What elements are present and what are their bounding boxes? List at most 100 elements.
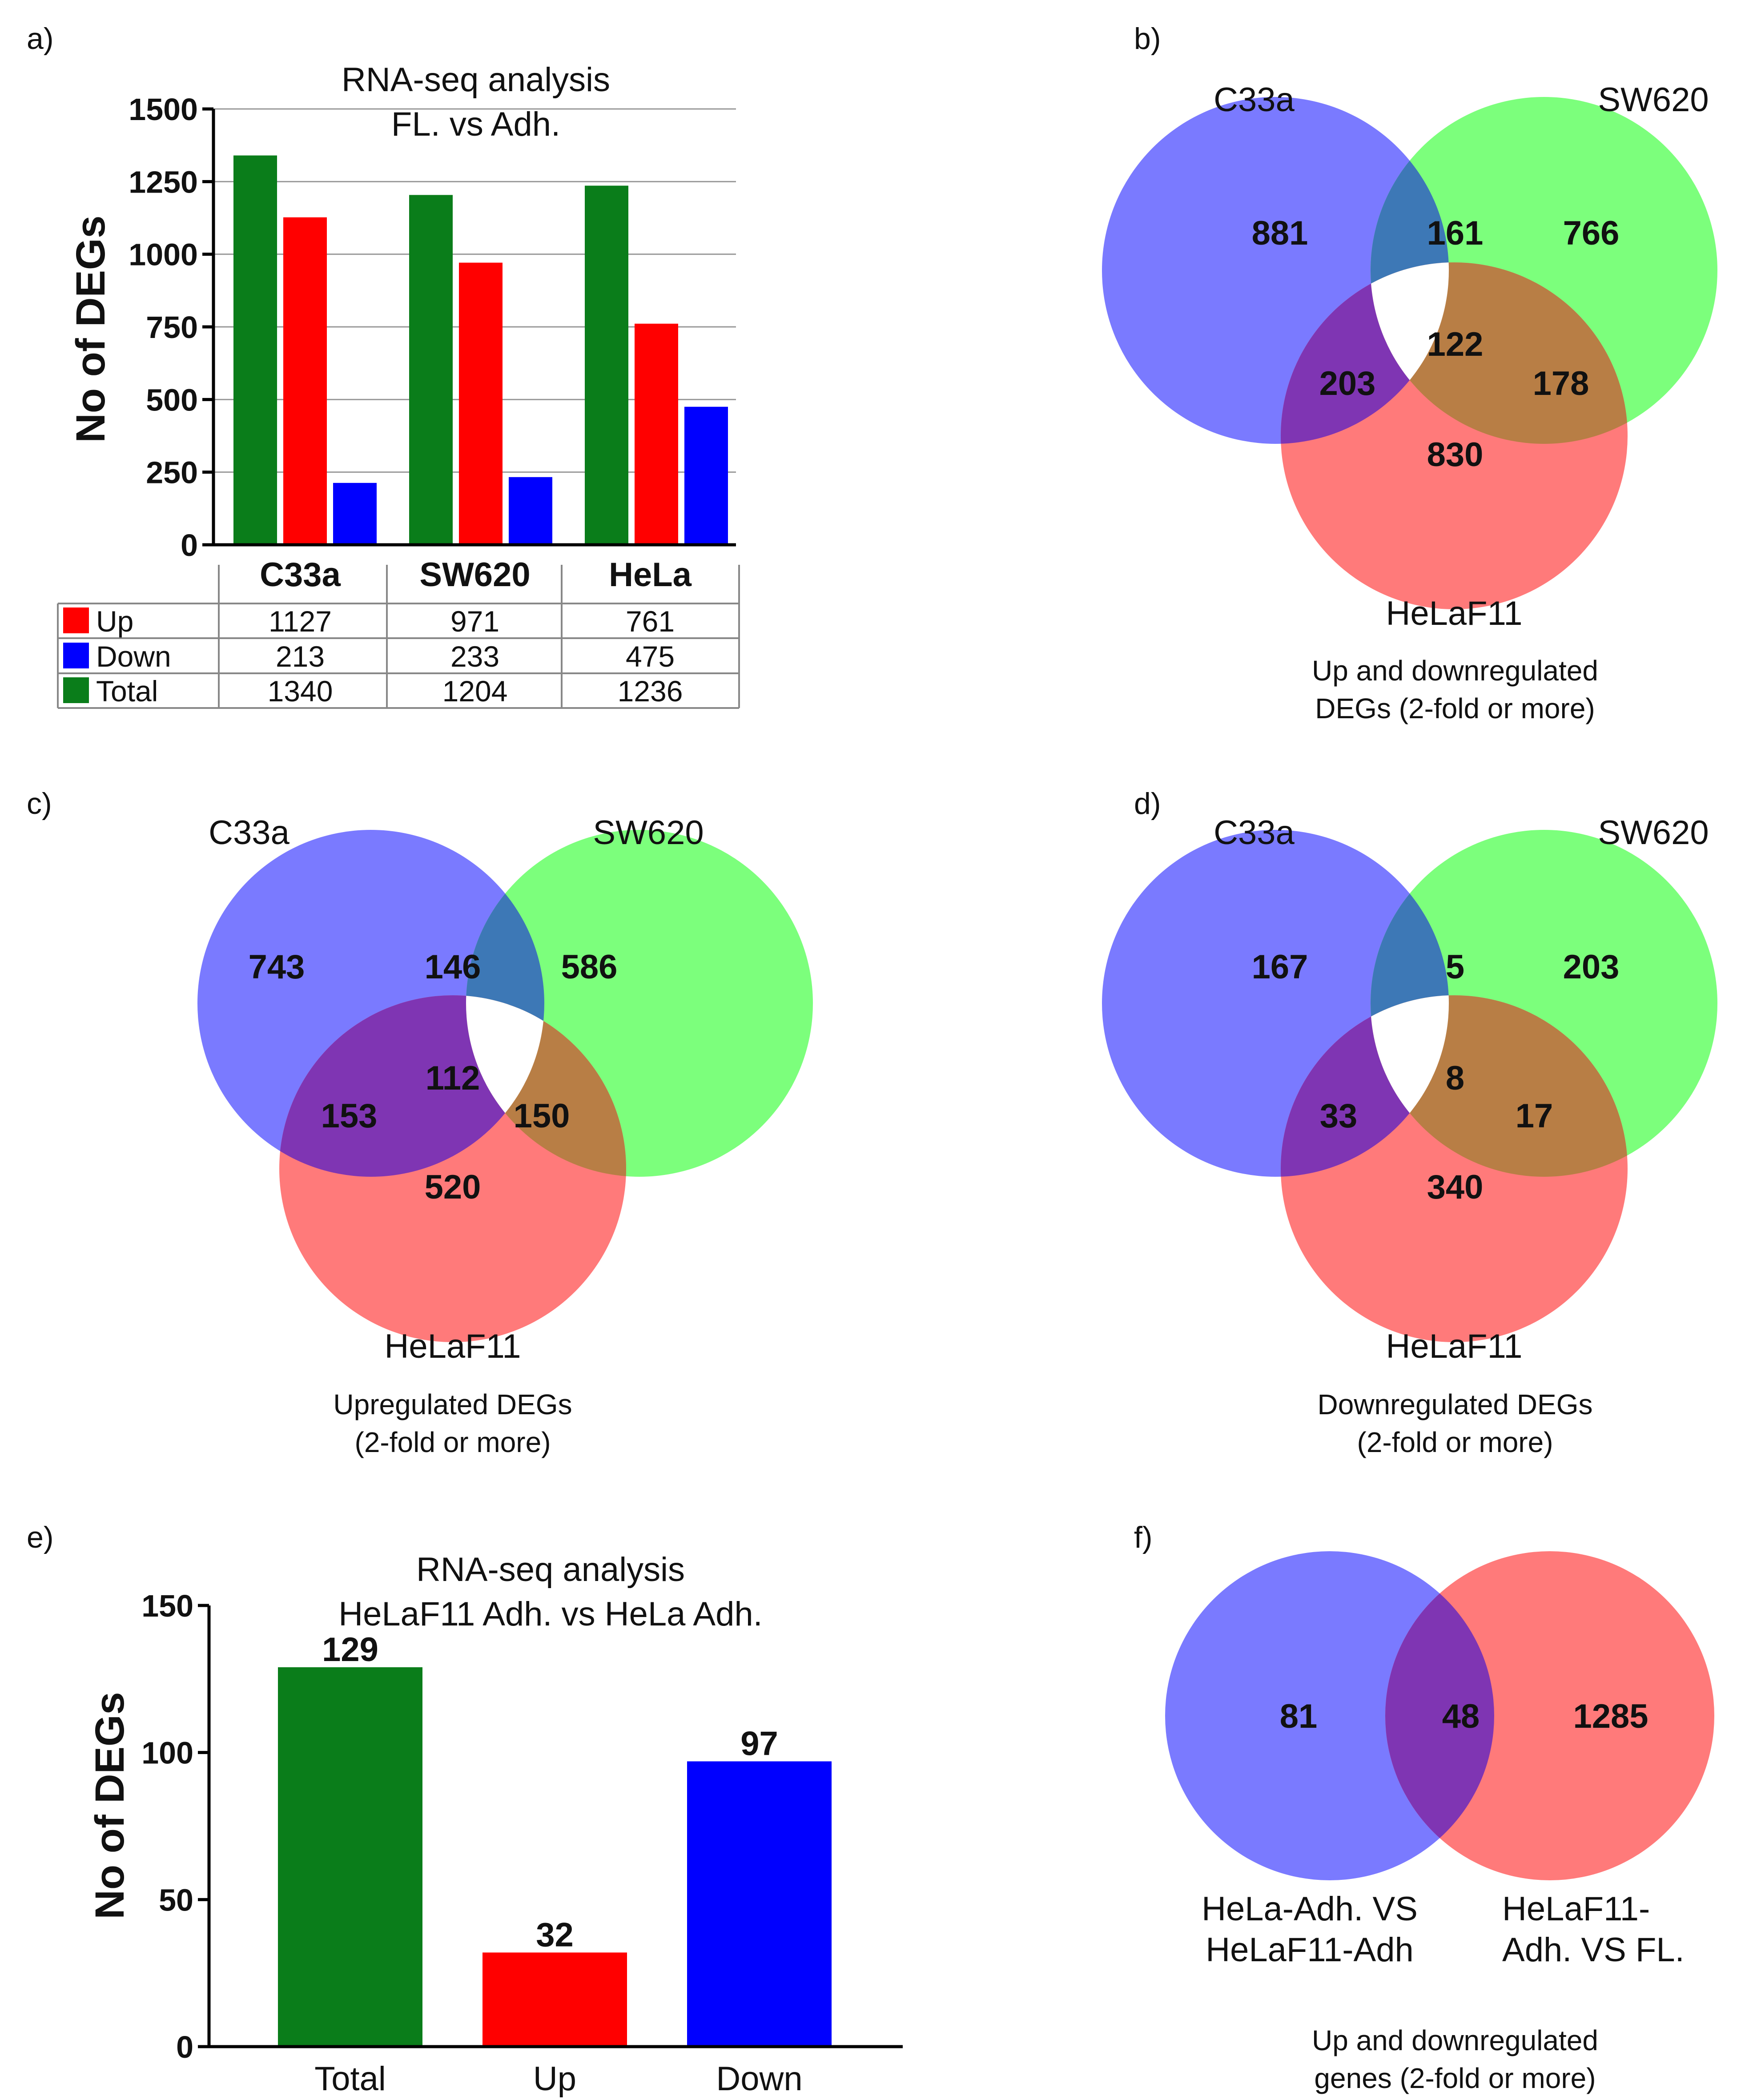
table-cell: 233 xyxy=(450,640,499,673)
x-tick-label: Total xyxy=(314,2060,386,2098)
table-row-label-down: Down xyxy=(96,640,171,673)
panel-e-bar-chart: RNA-seq analysis HeLaF11 Adh. vs HeLa Ad… xyxy=(87,1551,903,2098)
panel-d-venn: C33a SW620 HeLaF11 167 5 203 8 33 17 340… xyxy=(1102,814,1717,1458)
bar-total-sw620 xyxy=(409,195,453,545)
chart-a-bars xyxy=(233,155,728,545)
venn-f-count-a: 81 xyxy=(1280,1698,1318,1735)
chart-e-title: RNA-seq analysis xyxy=(416,1551,685,1589)
panel-d-label: d) xyxy=(1134,787,1161,821)
venn-f-caption-1: Up and downregulated xyxy=(1312,2024,1598,2056)
venn-c-label-c33a: C33a xyxy=(209,814,289,852)
venn-f-caption-2: genes (2-fold or more) xyxy=(1314,2062,1596,2094)
venn-d-caption-2: (2-fold or more) xyxy=(1357,1426,1553,1458)
panel-c-venn: C33a SW620 HeLaF11 743 146 586 112 153 1… xyxy=(197,814,813,1458)
bar-up xyxy=(482,1952,627,2047)
y-tick-label: 1500 xyxy=(129,92,198,127)
table-header-hela: HeLa xyxy=(609,556,692,594)
table-cell: 1127 xyxy=(269,605,332,638)
venn-d-label-c33a: C33a xyxy=(1214,814,1295,852)
venn-c-count-ab: 146 xyxy=(425,948,481,986)
venn-b-label-helaf11: HeLaF11 xyxy=(1386,595,1522,632)
venn-b-count-a: 881 xyxy=(1252,214,1308,252)
venn-d-count-ac: 33 xyxy=(1320,1097,1358,1135)
table-cell: 213 xyxy=(276,640,325,673)
chart-a-subtitle: FL. vs Adh. xyxy=(391,105,560,143)
venn-f-label-a-2: HeLaF11-Adh xyxy=(1206,1931,1414,1969)
bar-up-c33a xyxy=(283,217,327,545)
table-cell: 1204 xyxy=(442,675,508,708)
venn-d-count-b: 203 xyxy=(1563,948,1620,986)
bar-total-hela xyxy=(585,185,628,545)
venn-b-caption-2: DEGs (2-fold or more) xyxy=(1315,692,1595,724)
venn-f-label-a-1: HeLa-Adh. VS xyxy=(1202,1890,1418,1928)
venn-d-count-bc: 17 xyxy=(1516,1097,1553,1135)
table-header-sw620: SW620 xyxy=(419,556,530,594)
venn-b-count-b: 766 xyxy=(1563,214,1620,252)
panel-b-label: b) xyxy=(1134,22,1161,56)
venn-c-label-helaf11: HeLaF11 xyxy=(384,1328,521,1365)
table-cell: 1236 xyxy=(618,675,683,708)
bar-down xyxy=(687,1761,832,2047)
bar-value-label: 32 xyxy=(536,1916,574,1954)
y-tick-label: 750 xyxy=(146,310,198,345)
venn-b-count-ac: 203 xyxy=(1319,365,1376,402)
panel-a-label: a) xyxy=(27,22,53,56)
chart-a-title: RNA-seq analysis xyxy=(342,61,610,99)
venn-f-count-ab: 48 xyxy=(1442,1698,1480,1735)
panel-f-label: f) xyxy=(1134,1521,1153,1554)
panel-f-venn: 81 48 1285 HeLa-Adh. VS HeLaF11-Adh HeLa… xyxy=(1165,1551,1714,2094)
venn-d-label-sw620: SW620 xyxy=(1598,814,1709,852)
bar-down-sw620 xyxy=(509,477,552,545)
y-tick-label: 1250 xyxy=(129,165,198,199)
venn-d-region-ac xyxy=(1281,995,1449,1177)
venn-b-label-c33a: C33a xyxy=(1214,81,1295,119)
venn-b-caption-1: Up and downregulated xyxy=(1312,655,1598,687)
y-tick-label: 500 xyxy=(146,382,198,417)
venn-b-count-ab: 161 xyxy=(1427,214,1484,252)
bar-up-hela xyxy=(635,323,678,545)
venn-c-caption-2: (2-fold or more) xyxy=(355,1426,551,1458)
venn-c-caption-1: Upregulated DEGs xyxy=(333,1388,572,1420)
y-tick-label: 100 xyxy=(141,1736,193,1770)
venn-c-count-ac: 153 xyxy=(321,1097,378,1135)
table-cell: 475 xyxy=(626,640,675,673)
y-tick-label: 150 xyxy=(141,1589,193,1623)
venn-f-region-ab xyxy=(1385,1551,1494,1880)
chart-e-subtitle: HeLaF11 Adh. vs HeLa Adh. xyxy=(338,1595,762,1633)
legend-swatch-total xyxy=(63,677,89,703)
venn-c-count-a: 743 xyxy=(249,948,305,986)
chart-a-y-ticks: 0 250 500 750 1000 1250 1500 xyxy=(129,92,213,563)
venn-f-label-b-1: HeLaF11- xyxy=(1502,1890,1650,1928)
legend-swatch-up xyxy=(63,607,89,633)
table-row-label-up: Up xyxy=(96,605,133,638)
y-tick-label: 50 xyxy=(159,1883,193,1917)
panel-c-label: c) xyxy=(27,787,52,821)
table-cell: 761 xyxy=(626,605,675,638)
venn-b-label-sw620: SW620 xyxy=(1598,81,1709,119)
y-tick-label: 250 xyxy=(146,455,198,490)
y-tick-label: 1000 xyxy=(129,237,198,272)
venn-d-count-abc: 8 xyxy=(1446,1059,1464,1097)
venn-c-label-sw620: SW620 xyxy=(593,814,704,852)
venn-f-count-b: 1285 xyxy=(1573,1698,1648,1735)
bar-value-label: 129 xyxy=(322,1631,378,1669)
chart-a-table xyxy=(57,565,740,709)
venn-d-caption-1: Downregulated DEGs xyxy=(1318,1388,1593,1420)
chart-e-y-ticks: 0 50 100 150 xyxy=(141,1589,209,2064)
y-tick-label: 0 xyxy=(181,528,198,563)
table-cell: 1340 xyxy=(268,675,333,708)
venn-d-count-c: 340 xyxy=(1427,1168,1484,1206)
table-cell: 971 xyxy=(450,605,499,638)
venn-f-label-b-2: Adh. VS FL. xyxy=(1502,1931,1685,1969)
panel-e-label: e) xyxy=(27,1521,53,1554)
bar-up-sw620 xyxy=(459,262,503,545)
venn-d-count-ab: 5 xyxy=(1446,948,1464,986)
bar-total xyxy=(278,1667,422,2047)
chart-a-table-rows: Up 1127 971 761 Down 213 233 475 Total 1340 1204 12… xyxy=(63,605,683,708)
legend-swatch-down xyxy=(63,643,89,668)
panel-a-bar-chart: RNA-seq analysis FL. vs Adh. No of DEGs … xyxy=(57,61,740,709)
venn-c-count-abc: 112 xyxy=(426,1059,480,1097)
panel-b-venn: C33a SW620 HeLaF11 881 161 766 122 203 1… xyxy=(1102,81,1717,724)
chart-e-bars: 129 32 97 xyxy=(278,1631,832,2047)
